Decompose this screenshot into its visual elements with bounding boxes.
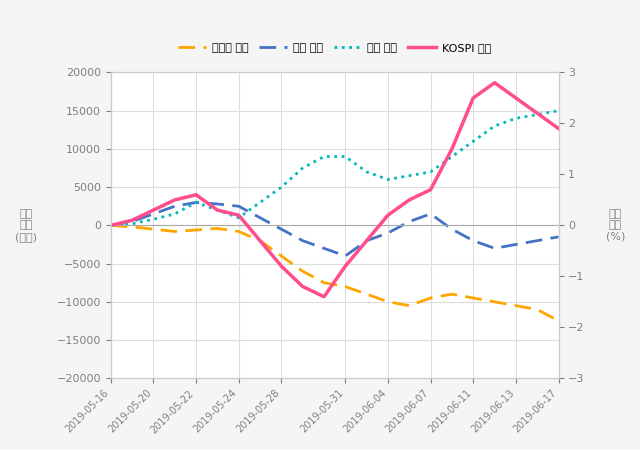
Y-axis label: 지수
변동
(%): 지수 변동 (%) — [605, 209, 625, 242]
Y-axis label: 매매
금액
(억원): 매매 금액 (억원) — [15, 209, 37, 242]
Legend: 외국인 누적, 개인 누적, 기관 누적, KOSPI 누적: 외국인 누적, 개인 누적, 기관 누적, KOSPI 누적 — [174, 38, 495, 57]
